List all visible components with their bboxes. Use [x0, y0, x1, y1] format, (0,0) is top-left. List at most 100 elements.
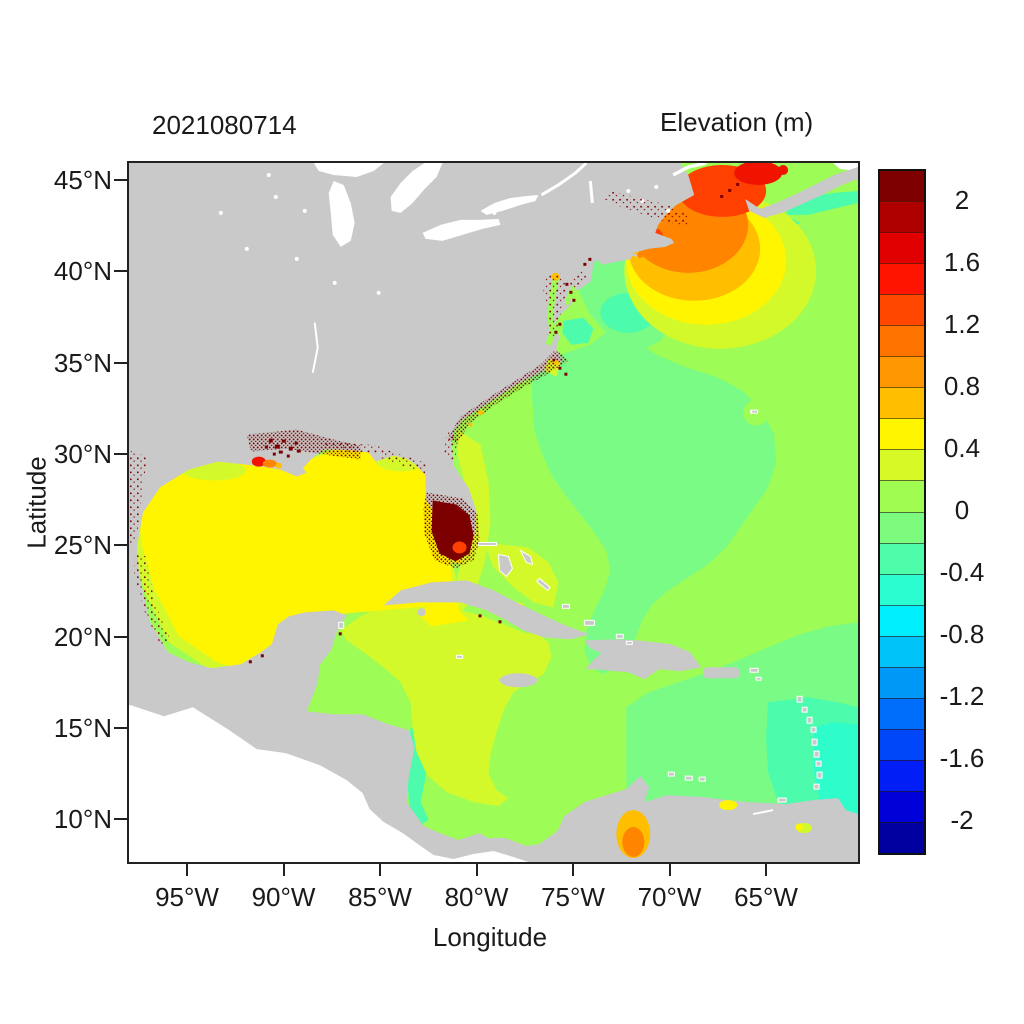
y-tick-label: 25°N: [53, 530, 112, 561]
gulf-of-mexico-surface: [138, 440, 469, 671]
x-tick-label: 90°W: [251, 882, 316, 912]
colorbar-segment: [880, 635, 924, 667]
colorbar-segment: [880, 387, 924, 419]
colorbar-segment: [880, 666, 924, 698]
colorbar-tick-label: 0.8: [943, 371, 981, 401]
carolinas-georgia-speckles: [447, 350, 569, 445]
colorbar-segment: [880, 604, 924, 636]
colorbar-segment: [880, 821, 924, 854]
louisiana-solid-cells: [264, 438, 301, 458]
colorbar-segment: [880, 418, 924, 450]
colorbar-segment: [880, 201, 924, 233]
colorbar-title: Elevation (m): [660, 107, 814, 137]
bonaire: [698, 776, 706, 782]
colorbar-tick-label: -0.8: [939, 619, 985, 649]
atchafalaya-orange-spot: [262, 459, 277, 468]
y-tick-label: 45°N: [53, 165, 112, 195]
x-tick-label: 80°W: [444, 882, 509, 912]
gulf-of-st-lawrence-white: [833, 163, 858, 171]
lake-michigan: [328, 180, 355, 247]
colorbar-segment: [880, 171, 924, 202]
colorbar-tick-label: -1.6: [939, 743, 985, 773]
colorbar-segment: [880, 728, 924, 760]
new-jersey-speckles: [566, 270, 588, 293]
long-island: [598, 252, 641, 265]
lake-huron: [390, 163, 443, 213]
y-tick-mark: [114, 361, 127, 364]
nova-scotia: [745, 166, 858, 218]
y-tick-mark: [114, 270, 127, 273]
lake-erie: [422, 218, 501, 241]
colorbar-segment: [880, 480, 924, 512]
long-island-tip-orange-dot: [637, 251, 644, 258]
y-tick-label: 40°N: [53, 256, 112, 287]
lake-ontario: [480, 194, 539, 215]
colorbar-tick-label: -2: [950, 805, 974, 835]
atchafalaya-red-spot: [251, 456, 266, 467]
x-tick-mark: [379, 863, 381, 876]
coastal-speckle-cells: [129, 182, 740, 664]
st-lawrence-estuary: [672, 163, 707, 177]
florida-bay-orange-red-spot: [452, 541, 467, 554]
y-tick-label: 35°N: [53, 347, 112, 378]
ocean-patch-central-atlantic: [530, 328, 777, 675]
southern-caribbean-islands: [338, 621, 787, 803]
y-tick-mark: [114, 635, 127, 638]
y-tick-mark: [114, 179, 127, 181]
margarita: [777, 797, 787, 803]
colorbar-segment: [880, 542, 924, 574]
y-tick-mark: [114, 818, 127, 821]
y-tick-label: 10°N: [53, 804, 112, 835]
colorbar-segment: [880, 294, 924, 326]
cozumel: [338, 621, 345, 629]
colorbar-tick-label: -1.2: [939, 681, 985, 711]
colorbar-labels: 2 1.6 1.2 0.8 0.4 0 -0.4 -0.8 -1.2 -1.6 -2: [922, 169, 1002, 851]
colorbar-tick-label: 0: [954, 495, 970, 525]
colorbar-segment: [880, 232, 924, 264]
colorbar-tick-label: 0.4: [943, 433, 981, 463]
trinidad-orinoco-delta: [821, 822, 858, 862]
x-tick-mark: [282, 863, 285, 876]
paria-peninsula: [791, 818, 822, 825]
bermuda-island: [752, 410, 758, 413]
y-tick-mark: [114, 544, 127, 547]
x-axis-label: Longitude: [432, 922, 548, 952]
minas-basin-red: [734, 163, 783, 185]
colorbar-segment: [880, 356, 924, 388]
lake-maracaibo-orange-core: [622, 827, 645, 858]
hatteras-cells: [552, 358, 568, 376]
colorbar-segment: [880, 759, 924, 791]
cayman: [456, 654, 464, 659]
x-tick-mark: [186, 863, 188, 876]
chesapeake-cells: [554, 282, 576, 334]
panhandle-speckles: [324, 441, 381, 454]
x-tick-mark: [668, 863, 671, 876]
y-tick-mark: [114, 452, 127, 455]
hispaniola: [584, 639, 702, 680]
gulf-of-paria-yellow-dot: [795, 823, 803, 831]
colorbar-segment: [880, 325, 924, 357]
x-tick-mark: [765, 863, 767, 876]
bahamas-islands: [478, 541, 633, 645]
pacific-out-of-domain: [129, 705, 529, 862]
colorbar-tick-label: -0.4: [939, 557, 985, 587]
colorbar-segment: [880, 449, 924, 481]
louisiana-speckles: [246, 429, 361, 460]
x-tick-label: 85°W: [348, 882, 412, 912]
chesapeake-speckles: [543, 272, 567, 339]
lesser-antilles-islands: [749, 667, 823, 790]
colorbar-tick-label: 2: [954, 185, 970, 215]
x-tick-label: 95°W: [155, 882, 219, 912]
mexico-coast-speckles: [133, 554, 171, 649]
land-north-and-central-america: [129, 163, 858, 862]
map-plot-area: [127, 161, 860, 864]
colorbar-tick-label: 1.2: [943, 309, 981, 339]
venezuela-coast-yellow-spot: [719, 800, 738, 811]
st-lawrence-river: [540, 163, 588, 197]
lake-superior: [313, 163, 384, 177]
y-tick-label: 30°N: [53, 438, 112, 469]
isla-de-la-juventud: [417, 608, 426, 617]
aruba: [667, 771, 675, 777]
curacao: [684, 775, 693, 781]
x-tick-label: 65°W: [734, 882, 798, 912]
